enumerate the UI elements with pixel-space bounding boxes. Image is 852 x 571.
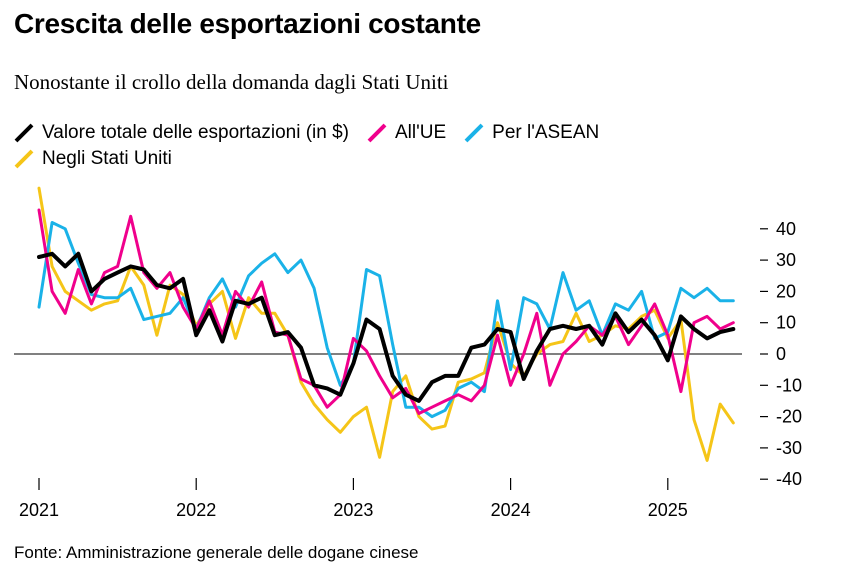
source-note: Fonte: Amministrazione generale delle do… [14,543,419,562]
chart-title: Crescita delle esportazioni costante [14,8,481,39]
legend-item-ue: All'UE [367,122,446,144]
y-tick-label: 20 [776,281,796,301]
series-line-ue [37,208,735,415]
legend-item-asean: Per l'ASEAN [464,122,599,144]
legend-swatch-asean [464,123,484,143]
x-tick-label: 2022 [176,500,216,520]
series-line-asean [37,221,735,419]
chart-legend: Valore totale delle esportazioni (in $) … [14,122,714,170]
y-tick-label: -10 [776,375,802,395]
legend-swatch-usa [14,149,34,169]
series-line-usa [37,186,735,462]
legend-label-totale: Valore totale delle esportazioni (in $) [42,122,349,143]
y-tick-label: -30 [776,438,802,458]
legend-item-usa: Negli Stati Uniti [14,148,172,170]
chart-axes: 40 30 20 10 0 -10 -20 -30 -40 2021 2022 2023 2024 202… [14,219,802,520]
x-tick-label: 2023 [333,500,373,520]
legend-swatch-ue [367,123,387,143]
legend-item-totale: Valore totale delle esportazioni (in $) [14,122,349,144]
legend-label-asean: Per l'ASEAN [492,122,600,143]
y-tick-label: -20 [776,407,802,427]
x-tick-label: 2021 [19,500,59,520]
series-line-totale [37,251,736,403]
x-tick-label: 2025 [648,500,688,520]
x-tick-label: 2024 [491,500,531,520]
chart-subtitle: Nonostante il crollo della domanda dagli… [14,70,449,94]
y-tick-label: 30 [776,250,796,270]
chart-lines [37,186,736,462]
y-tick-label: -40 [776,469,802,489]
legend-label-usa: Negli Stati Uniti [42,148,172,169]
legend-label-ue: All'UE [395,122,447,143]
y-tick-label: 0 [776,344,786,364]
y-tick-label: 40 [776,219,796,239]
y-tick-label: 10 [776,313,796,333]
legend-swatch-totale [14,123,34,143]
